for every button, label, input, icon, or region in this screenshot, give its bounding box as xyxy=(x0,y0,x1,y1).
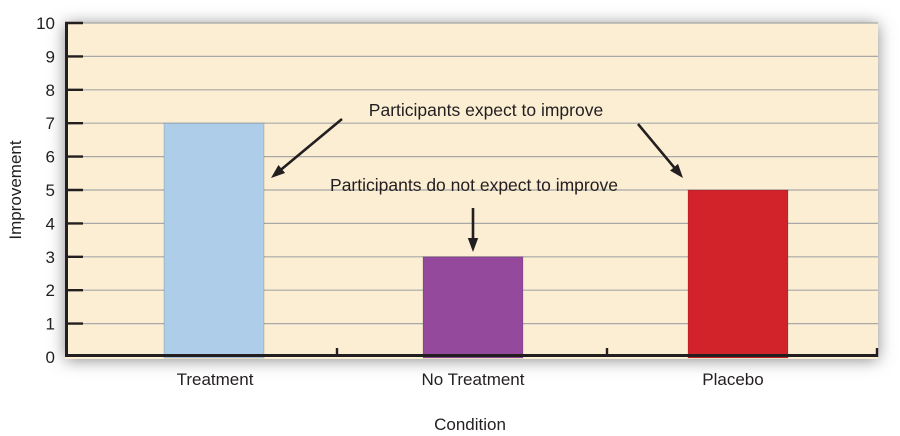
y-axis-tick-label: 7 xyxy=(46,114,55,133)
annotation-arrow-line xyxy=(637,123,679,173)
category-label-placebo: Placebo xyxy=(702,370,764,389)
annotation-arrow-head xyxy=(670,163,683,178)
category-label-no-treatment: No Treatment xyxy=(421,370,525,389)
y-axis-tick-label: 10 xyxy=(36,14,55,33)
y-axis-tick-label: 9 xyxy=(46,47,55,66)
annotation-expect-to-improve: Participants expect to improve xyxy=(368,100,604,120)
y-axis-tick-label: 6 xyxy=(46,148,55,167)
annotation-arrow-line xyxy=(276,118,343,174)
y-axis-tick-label: 0 xyxy=(46,348,55,367)
y-axis-tick-label: 2 xyxy=(46,281,55,300)
category-label-treatment: Treatment xyxy=(176,370,254,389)
y-axis-tick-label: 4 xyxy=(46,214,55,233)
bar-treatment xyxy=(163,122,265,359)
y-axis-tick-label: 8 xyxy=(46,81,55,100)
y-axis-title: Improvement xyxy=(6,140,25,240)
annotation-arrow-head xyxy=(271,165,286,178)
y-axis-tick-label: 1 xyxy=(46,315,55,334)
bar-placebo xyxy=(687,189,789,359)
annotation-arrow-head xyxy=(467,238,479,252)
annotation-do-not-expect-to-improve: Participants do not expect to improve xyxy=(330,175,618,195)
y-axis-tick-label: 5 xyxy=(46,181,55,200)
x-axis-title: Condition xyxy=(434,415,506,434)
bar-no-treatment xyxy=(422,256,524,359)
y-axis-tick-label: 3 xyxy=(46,248,55,267)
